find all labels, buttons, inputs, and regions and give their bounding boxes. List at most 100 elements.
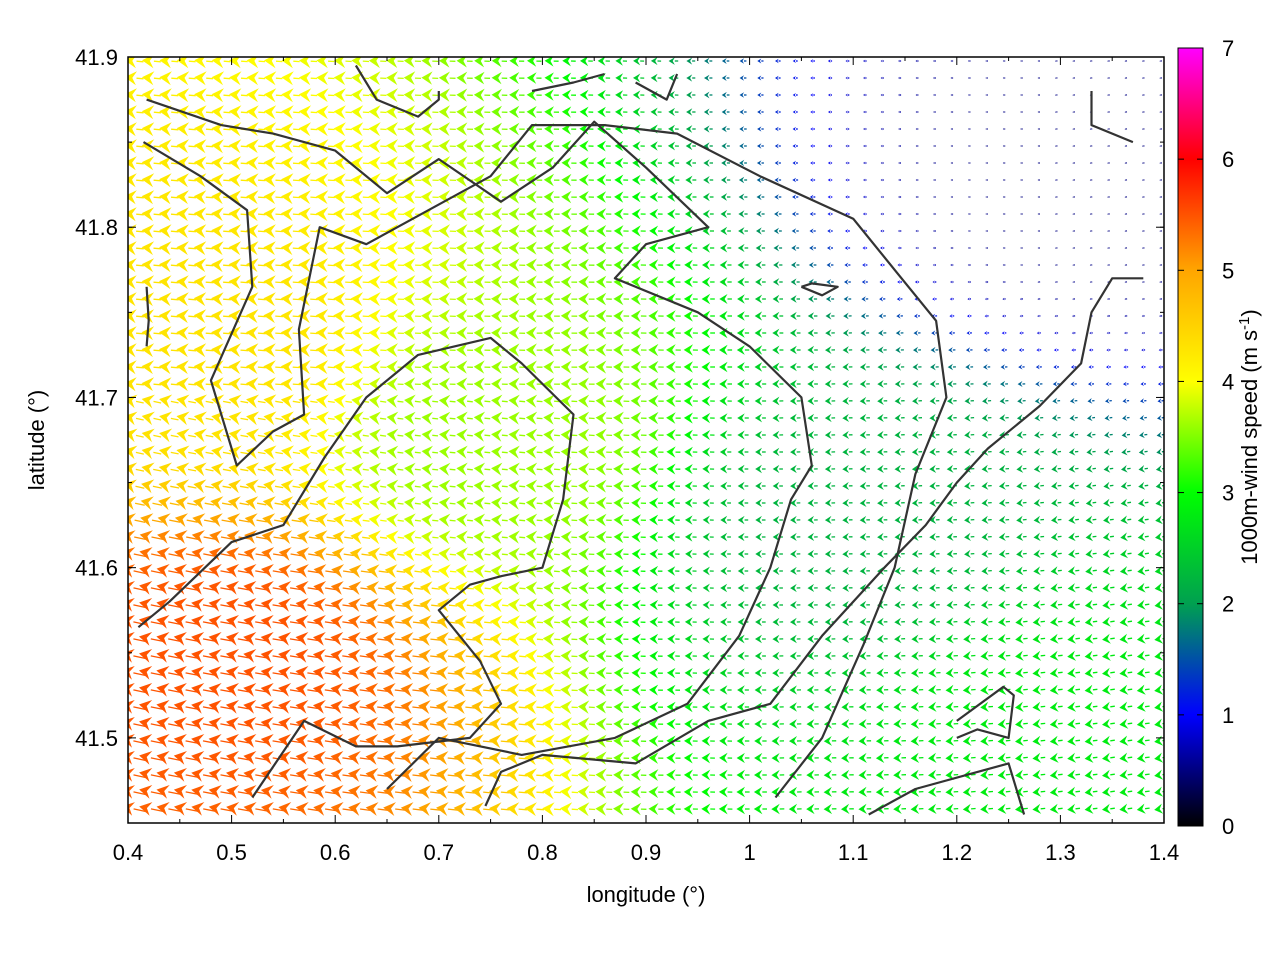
wind-arrow-279 bbox=[810, 127, 815, 131]
wind-arrow-482 bbox=[159, 190, 179, 205]
wind-arrow-751 bbox=[666, 259, 681, 271]
wind-arrow-737 bbox=[420, 258, 439, 273]
wind-arrow-721 bbox=[141, 258, 162, 273]
wind-arrow-304 bbox=[194, 139, 214, 154]
wind-arrow-370 bbox=[298, 156, 318, 171]
wind-arrow-605 bbox=[211, 224, 231, 239]
wind-arrow-476 bbox=[1107, 179, 1110, 181]
wind-arrow-877 bbox=[772, 294, 783, 304]
wind-arrow-141 bbox=[491, 88, 508, 102]
wind-arrow-740 bbox=[473, 258, 491, 272]
wind-arrow-362 bbox=[159, 156, 179, 171]
wind-arrow-623 bbox=[526, 224, 543, 238]
wind-arrow-710 bbox=[1002, 247, 1006, 249]
wind-arrow-432 bbox=[333, 173, 353, 188]
wind-arrow-13 bbox=[351, 57, 370, 69]
wind-arrow-912 bbox=[333, 309, 353, 324]
wind-arrow-847 bbox=[245, 292, 266, 307]
wind-arrow-553 bbox=[350, 207, 370, 222]
wind-arrow-154 bbox=[721, 91, 730, 99]
wind-arrow-49 bbox=[985, 60, 988, 62]
colorbar-tick-label-3: 3 bbox=[1222, 481, 1234, 506]
wind-arrow-282 bbox=[863, 127, 867, 131]
wind-arrow-757 bbox=[773, 261, 783, 269]
wind-arrow-107 bbox=[950, 76, 954, 79]
wind-arrow-711 bbox=[1020, 247, 1023, 249]
wind-arrow-624 bbox=[543, 224, 560, 238]
wind-arrow-473 bbox=[1055, 179, 1058, 181]
wind-arrow-249 bbox=[281, 122, 301, 137]
wind-arrow-669 bbox=[280, 241, 301, 256]
wind-arrow-773 bbox=[1055, 264, 1058, 266]
wind-arrow-85 bbox=[562, 72, 576, 84]
wind-arrow-128 bbox=[263, 88, 283, 103]
wind-arrow-351 bbox=[1020, 145, 1023, 147]
wind-arrow-531 bbox=[1020, 196, 1023, 198]
wind-arrow-812 bbox=[684, 276, 698, 288]
wind-arrow-199 bbox=[456, 105, 473, 119]
wind-arrow-622 bbox=[508, 224, 526, 238]
wind-arrow-639 bbox=[809, 228, 816, 234]
wind-arrow-400 bbox=[827, 161, 833, 165]
wind-arrow-47 bbox=[950, 59, 954, 63]
wind-arrow-583 bbox=[880, 212, 884, 216]
wind-arrow-75 bbox=[386, 71, 404, 86]
wind-arrow-24 bbox=[544, 57, 559, 67]
wind-arrow-796 bbox=[403, 275, 422, 290]
wind-arrow-237 bbox=[1124, 111, 1128, 113]
wind-arrow-761 bbox=[844, 262, 851, 268]
wind-arrow-10 bbox=[299, 57, 318, 69]
wind-arrow-524 bbox=[898, 195, 902, 199]
wind-arrow-99 bbox=[810, 76, 815, 80]
wind-arrow-28 bbox=[615, 57, 628, 66]
wind-arrow-1 bbox=[142, 57, 161, 69]
wind-arrow-39 bbox=[810, 59, 815, 63]
wind-arrow-431 bbox=[315, 173, 335, 188]
wind-arrow-171 bbox=[1020, 94, 1023, 96]
wind-arrow-137 bbox=[421, 88, 439, 102]
wind-arrow-539 bbox=[1159, 196, 1162, 198]
wind-arrow-488 bbox=[263, 190, 283, 205]
wind-arrow-494 bbox=[368, 190, 387, 205]
wind-arrow-784 bbox=[193, 275, 214, 290]
wind-arrow-155 bbox=[739, 92, 747, 98]
wind-arrow-662 bbox=[159, 241, 179, 256]
wind-arrow-484 bbox=[193, 190, 214, 205]
wind-arrow-382 bbox=[508, 156, 525, 170]
wind-arrow-493 bbox=[350, 190, 370, 205]
wind-arrow-507 bbox=[596, 191, 612, 203]
wind-arrow-115 bbox=[1089, 77, 1093, 79]
wind-arrow-308 bbox=[263, 139, 283, 154]
wind-arrow-534 bbox=[1072, 196, 1075, 198]
wind-arrow-637 bbox=[773, 227, 782, 235]
wind-arrow-123 bbox=[176, 88, 196, 103]
wind-arrow-109 bbox=[985, 77, 988, 79]
wind-arrow-405 bbox=[915, 161, 919, 165]
wind-arrow-729 bbox=[280, 258, 301, 273]
wind-arrow-160 bbox=[828, 93, 832, 97]
wind-arrow-120 bbox=[128, 88, 144, 103]
wind-arrow-181 bbox=[141, 105, 162, 120]
wind-arrow-416 bbox=[1107, 162, 1110, 164]
wind-arrow-679 bbox=[455, 241, 474, 255]
wind-arrow-728 bbox=[263, 258, 284, 273]
wind-arrow-209 bbox=[632, 107, 645, 117]
wind-arrow-884 bbox=[896, 296, 903, 302]
wind-arrow-768 bbox=[967, 263, 971, 267]
wind-arrow-453 bbox=[703, 176, 714, 184]
wind-arrow-731 bbox=[315, 258, 336, 273]
wind-arrow-471 bbox=[1020, 179, 1023, 181]
wind-arrow-879 bbox=[808, 295, 818, 303]
wind-arrow-566 bbox=[578, 207, 595, 221]
wind-arrow-489 bbox=[281, 190, 301, 205]
wind-arrow-782 bbox=[158, 275, 179, 290]
wind-arrow-483 bbox=[176, 190, 197, 205]
wind-arrow-753 bbox=[702, 260, 715, 270]
wind-arrow-521 bbox=[845, 195, 850, 199]
wind-arrow-354 bbox=[1072, 145, 1075, 147]
wind-arrow-655 bbox=[1089, 230, 1093, 232]
wind-arrow-733 bbox=[350, 258, 370, 273]
wind-arrow-474 bbox=[1072, 179, 1075, 181]
wind-arrow-184 bbox=[194, 105, 214, 120]
wind-arrow-516 bbox=[756, 193, 765, 201]
